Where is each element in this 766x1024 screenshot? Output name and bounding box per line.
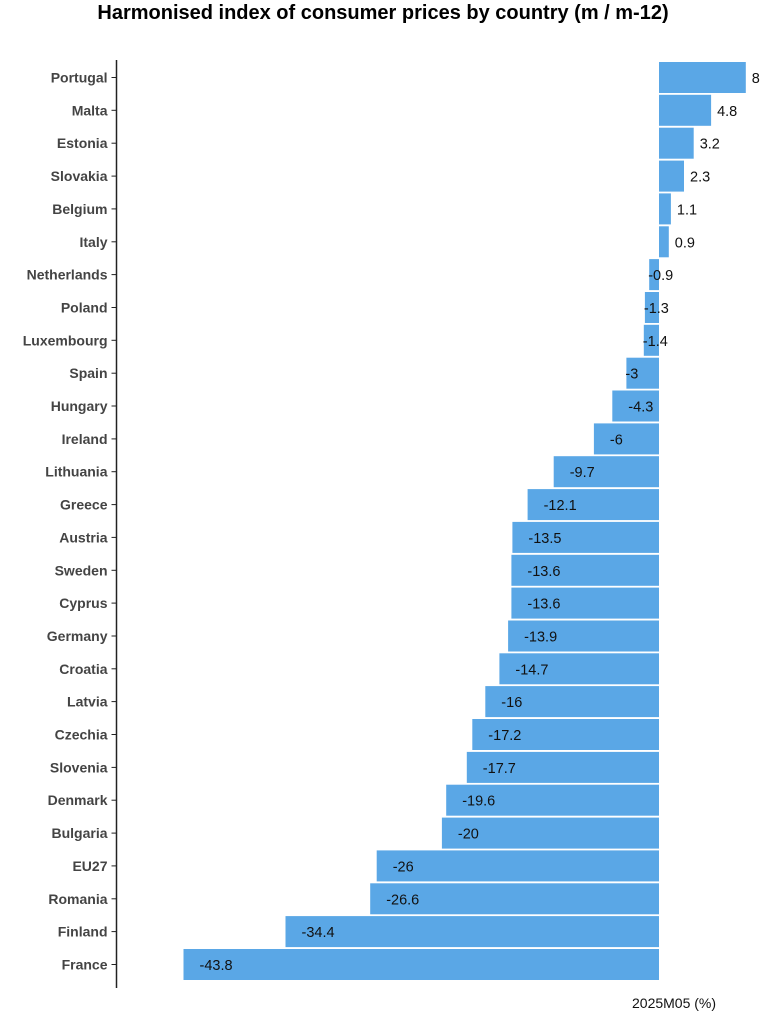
bar-latvia xyxy=(485,686,659,718)
value-label-italy: 0.9 xyxy=(675,235,695,251)
category-label-romania: Romania xyxy=(48,891,107,907)
category-label-poland: Poland xyxy=(61,300,108,316)
bar-portugal xyxy=(659,62,746,93)
category-label-croatia: Croatia xyxy=(59,661,107,677)
category-label-eu27: EU27 xyxy=(72,858,107,874)
category-label-finland: Finland xyxy=(58,924,108,940)
value-label-greece: -12.1 xyxy=(544,498,577,514)
bar-finland xyxy=(285,916,659,948)
bar-eu27 xyxy=(376,850,659,882)
value-label-belgium: 1.1 xyxy=(677,202,697,218)
y-ticks xyxy=(111,77,117,965)
bars xyxy=(183,62,746,980)
bar-hungary xyxy=(612,390,659,422)
category-label-germany: Germany xyxy=(47,628,108,644)
bar-cyprus xyxy=(511,587,659,619)
value-label-malta: 4.8 xyxy=(717,104,737,120)
category-label-czechia: Czechia xyxy=(55,727,108,743)
value-label-eu27: -26 xyxy=(393,859,414,875)
value-label-romania: -26.6 xyxy=(386,892,419,908)
bar-ireland xyxy=(593,423,659,455)
value-label-croatia: -14.7 xyxy=(515,662,548,678)
bar-romania xyxy=(370,883,659,915)
value-label-luxembourg: -1.4 xyxy=(643,334,668,350)
category-label-cyprus: Cyprus xyxy=(59,595,107,611)
category-label-slovenia: Slovenia xyxy=(50,759,108,775)
bar-sweden xyxy=(511,554,659,586)
value-label-lithuania: -9.7 xyxy=(570,465,595,481)
category-label-greece: Greece xyxy=(60,497,108,513)
category-label-slovakia: Slovakia xyxy=(51,168,108,184)
x-axis-label: 2025M05 (%) xyxy=(632,995,717,1011)
value-label-finland: -34.4 xyxy=(302,925,335,941)
value-label-poland: -1.3 xyxy=(644,301,669,317)
category-label-ireland: Ireland xyxy=(62,431,108,447)
value-label-hungary: -4.3 xyxy=(628,400,653,416)
category-label-luxembourg: Luxembourg xyxy=(23,332,108,348)
category-label-spain: Spain xyxy=(69,365,107,381)
bar-slovenia xyxy=(466,751,659,783)
value-label-estonia: 3.2 xyxy=(700,137,720,153)
category-label-lithuania: Lithuania xyxy=(45,464,107,480)
bar-luxembourg xyxy=(643,324,659,356)
value-label-spain: -3 xyxy=(625,367,638,383)
bar-poland xyxy=(644,292,659,323)
category-label-france: France xyxy=(62,957,108,973)
value-labels: 8 4.8 3.2 2.3 1.1 0.9 -0.9 -1.3 -1.4 -3 -4.3 -6 -9.7… xyxy=(200,71,760,974)
bar-slovakia xyxy=(659,160,684,192)
bar-bulgaria xyxy=(441,817,659,849)
category-labels: Portugal Malta Estonia Slovakia Belgium Italy… xyxy=(23,70,108,973)
value-label-austria: -13.5 xyxy=(528,531,561,547)
category-label-netherlands: Netherlands xyxy=(27,267,108,283)
value-label-czechia: -17.2 xyxy=(488,728,521,744)
chart-title: Harmonised index of consumer prices by c… xyxy=(97,2,669,24)
bar-france xyxy=(183,949,659,980)
category-label-austria: Austria xyxy=(59,529,107,545)
bar-greece xyxy=(527,489,659,521)
category-label-malta: Malta xyxy=(72,102,108,118)
bar-austria xyxy=(512,521,659,553)
bar-estonia xyxy=(659,127,694,159)
category-label-sweden: Sweden xyxy=(55,562,108,578)
category-label-latvia: Latvia xyxy=(67,694,108,710)
bar-croatia xyxy=(499,653,659,685)
category-label-estonia: Estonia xyxy=(57,135,108,151)
value-label-france: -43.8 xyxy=(200,958,233,974)
bar-netherlands xyxy=(649,259,659,291)
category-label-italy: Italy xyxy=(79,234,107,250)
category-label-belgium: Belgium xyxy=(52,201,107,217)
value-label-ireland: -6 xyxy=(610,432,623,448)
bar-belgium xyxy=(659,193,671,225)
value-label-portugal: 8 xyxy=(752,71,760,87)
value-label-denmark: -19.6 xyxy=(462,794,495,810)
bar-germany xyxy=(508,620,659,652)
bar-denmark xyxy=(446,784,659,816)
bar-czechia xyxy=(472,719,659,750)
value-label-cyprus: -13.6 xyxy=(527,597,560,613)
category-label-hungary: Hungary xyxy=(51,398,108,414)
value-label-slovakia: 2.3 xyxy=(690,170,710,186)
value-label-sweden: -13.6 xyxy=(527,564,560,580)
bar-italy xyxy=(659,226,669,258)
category-label-portugal: Portugal xyxy=(51,70,108,86)
bar-lithuania xyxy=(553,456,659,488)
bar-spain xyxy=(626,357,659,389)
value-label-slovenia: -17.7 xyxy=(483,761,516,777)
bar-malta xyxy=(659,94,712,126)
category-label-bulgaria: Bulgaria xyxy=(51,825,107,841)
value-label-germany: -13.9 xyxy=(524,630,557,646)
value-label-bulgaria: -20 xyxy=(458,827,479,843)
value-label-netherlands: -0.9 xyxy=(648,268,673,284)
category-label-denmark: Denmark xyxy=(48,792,108,808)
value-label-latvia: -16 xyxy=(501,695,522,711)
